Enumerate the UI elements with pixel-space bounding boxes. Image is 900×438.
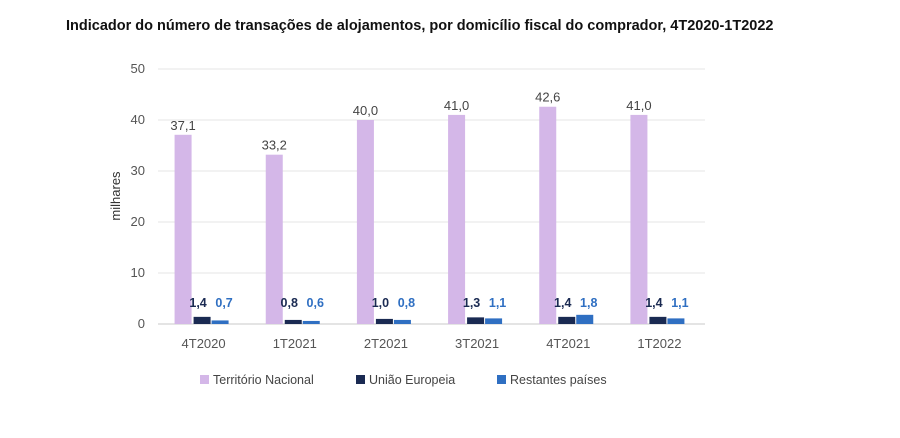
- x-axis-ticks: 4T2020 1T2021 2T2021 3T2021 4T2021 1T2022: [182, 336, 682, 351]
- label-uniao-europeia: 1,4: [189, 296, 206, 310]
- bar-territorio-nacional: [630, 114, 648, 325]
- label-restantes-paises: 1,8: [580, 296, 597, 310]
- bar-uniao-europeia: [375, 318, 393, 324]
- bar-uniao-europeia: [558, 316, 576, 324]
- bar-restantes-paises: [302, 320, 320, 324]
- legend-territorio-nacional-label: Território Nacional: [213, 373, 314, 387]
- label-territorio-nacional: 42,6: [535, 90, 560, 105]
- y-tick-label: 20: [131, 214, 145, 229]
- label-restantes-paises: 0,8: [398, 296, 415, 310]
- label-territorio-nacional: 33,2: [262, 138, 287, 153]
- bar-territorio-nacional: [448, 114, 466, 325]
- label-uniao-europeia: 1,0: [372, 296, 389, 310]
- bars: 37,1 1,4 0,7 33,2 0,8 0,6 40,0 1,0 0,8 41,0 1,3 1,1…: [170, 90, 689, 325]
- label-uniao-europeia: 1,3: [463, 296, 480, 310]
- label-uniao-europeia: 1,4: [554, 296, 571, 310]
- y-tick-label: 40: [131, 112, 145, 127]
- label-territorio-nacional: 41,0: [444, 98, 469, 113]
- x-tick-label: 2T2021: [364, 336, 408, 351]
- y-tick-label: 0: [138, 316, 145, 331]
- legend-uniao-europeia-swatch: [356, 375, 365, 384]
- label-territorio-nacional: 37,1: [170, 118, 195, 133]
- bar-territorio-nacional: [356, 120, 374, 324]
- legend-territorio-nacional-swatch: [200, 375, 209, 384]
- x-tick-label: 4T2020: [182, 336, 226, 351]
- bar-restantes-paises: [211, 320, 229, 324]
- x-tick-label: 3T2021: [455, 336, 499, 351]
- label-restantes-paises: 0,7: [215, 296, 232, 310]
- y-tick-label: 30: [131, 163, 145, 178]
- legend-uniao-europeia-label: União Europeia: [369, 373, 455, 387]
- y-tick-label: 50: [131, 61, 145, 76]
- legend-restantes-paises-label: Restantes países: [510, 373, 607, 387]
- bar-restantes-paises: [576, 314, 594, 324]
- label-territorio-nacional: 41,0: [626, 98, 651, 113]
- bar-territorio-nacional: [265, 154, 283, 324]
- x-tick-label: 4T2021: [546, 336, 590, 351]
- y-axis-ticks: 0 10 20 30 40 50: [131, 61, 145, 331]
- label-restantes-paises: 1,1: [489, 296, 506, 310]
- legend: Território Nacional União Europeia Restant…: [200, 373, 607, 387]
- bar-restantes-paises: [393, 319, 411, 324]
- bar-territorio-nacional: [174, 134, 192, 324]
- label-uniao-europeia: 1,4: [645, 296, 662, 310]
- bar-uniao-europeia: [649, 316, 667, 324]
- label-uniao-europeia: 0,8: [281, 296, 298, 310]
- bar-uniao-europeia: [467, 317, 485, 324]
- bar-territorio-nacional: [539, 106, 557, 325]
- x-tick-label: 1T2022: [637, 336, 681, 351]
- bar-uniao-europeia: [284, 319, 302, 324]
- label-restantes-paises: 0,6: [307, 296, 324, 310]
- label-territorio-nacional: 40,0: [353, 103, 378, 118]
- chart-title: Indicador do número de transações de alo…: [66, 18, 774, 34]
- y-tick-label: 10: [131, 265, 145, 280]
- gridlines: [158, 68, 705, 325]
- bar-restantes-paises: [485, 318, 503, 324]
- label-restantes-paises: 1,1: [671, 296, 688, 310]
- bar-restantes-paises: [667, 318, 685, 324]
- bar-uniao-europeia: [193, 316, 211, 324]
- x-tick-label: 1T2021: [273, 336, 317, 351]
- legend-restantes-paises-swatch: [497, 375, 506, 384]
- y-axis-label: milhares: [108, 171, 123, 221]
